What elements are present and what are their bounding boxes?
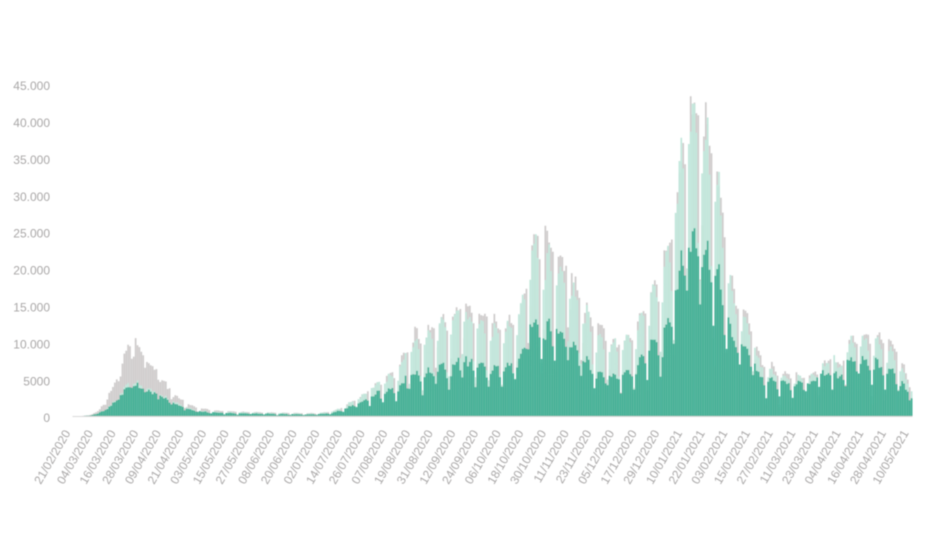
svg-text:0: 0 — [43, 411, 50, 425]
svg-text:25.000: 25.000 — [13, 227, 50, 241]
svg-text:15.000: 15.000 — [13, 300, 50, 314]
svg-text:10.000: 10.000 — [13, 337, 50, 351]
svg-text:35.000: 35.000 — [13, 153, 50, 167]
svg-text:30.000: 30.000 — [13, 190, 50, 204]
svg-text:5000: 5000 — [23, 374, 50, 388]
svg-text:20.000: 20.000 — [13, 264, 50, 278]
svg-text:40.000: 40.000 — [13, 116, 50, 130]
svg-text:45.000: 45.000 — [13, 79, 50, 93]
